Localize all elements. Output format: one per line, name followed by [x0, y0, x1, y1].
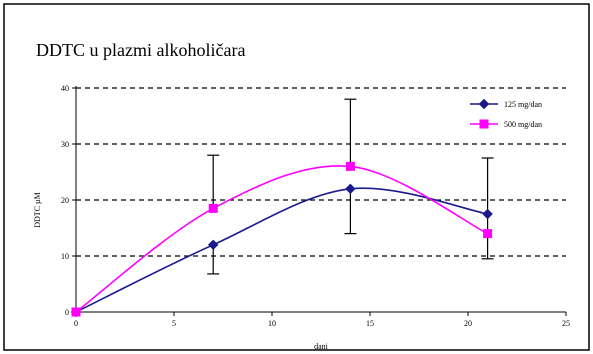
data-point-s0-p1 [207, 239, 219, 251]
tick-labels: 0 10 20 30 40 0 5 10 15 20 25 [61, 84, 570, 328]
y-tick-label-1: 10 [61, 252, 69, 261]
series-line-1 [75, 165, 488, 313]
data-point-s1-p3 [483, 229, 493, 239]
y-tick-label-4: 40 [61, 84, 69, 93]
series-line-0 [75, 187, 488, 313]
data-point-s1-p1 [208, 203, 218, 213]
legend: 125 mg/dan 500 mg/dan [470, 98, 542, 129]
y-axis-label: DDTC µM [33, 192, 42, 228]
x-tick-label-2: 10 [268, 319, 276, 328]
x-tick-label-5: 25 [562, 319, 570, 328]
x-tick-label-0: 0 [74, 319, 78, 328]
x-tick-label-4: 20 [464, 319, 472, 328]
data-point-s0-p2 [345, 183, 356, 195]
x-axis-label: dani [314, 342, 329, 351]
data-point-s0-p3 [482, 208, 493, 220]
grid-lines [76, 87, 566, 257]
chart-title: DDTC u plazmi alkoholičara [36, 40, 245, 60]
series-group [70, 98, 494, 318]
legend-marker-1 [479, 119, 489, 129]
x-tick-label-3: 15 [366, 319, 374, 328]
legend-label-1: 500 mg/dan [504, 120, 542, 129]
data-point-s1-p2 [345, 161, 355, 171]
legend-marker-0 [478, 98, 490, 110]
y-tick-label-2: 20 [61, 196, 69, 205]
x-tick-label-1: 5 [172, 319, 176, 328]
y-tick-label-0: 0 [65, 308, 69, 317]
legend-label-0: 125 mg/dan [504, 100, 542, 109]
chart-frame [3, 3, 590, 351]
y-tick-label-3: 30 [61, 140, 69, 149]
data-point-s1-p0 [71, 307, 81, 317]
